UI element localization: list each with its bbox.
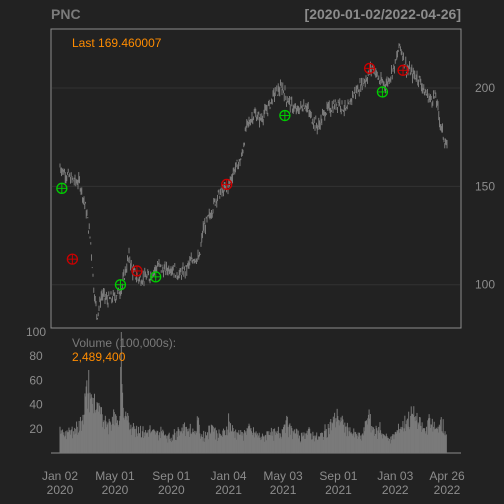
buy-marker (114, 279, 127, 291)
buy-marker (150, 271, 162, 283)
date-tick-year: 2021 (215, 483, 242, 497)
volume-bars (59, 332, 447, 453)
date-tick-year: 2021 (325, 483, 352, 497)
date-tick-label: Apr 26 (429, 469, 465, 483)
date-tick-label: Sep 01 (152, 469, 190, 483)
volume-axis: 20 40 60 80 100 (26, 325, 46, 436)
date-tick-year: 2020 (158, 483, 185, 497)
sell-marker (66, 253, 79, 265)
trade-markers (56, 62, 409, 291)
price-tick-label: 150 (475, 179, 495, 193)
date-tick-label: Jan 02 (42, 469, 78, 483)
date-tick-year: 2020 (47, 483, 74, 497)
volume-label: Volume (100,000s): (72, 336, 176, 350)
sell-marker (363, 62, 376, 74)
date-tick-label: Jan 03 (377, 469, 413, 483)
volume-tick-label: 60 (29, 373, 43, 387)
symbol-title: PNC (51, 6, 81, 22)
date-tick-label: Sep 01 (319, 469, 357, 483)
buy-marker (376, 86, 389, 98)
price-tick-label: 100 (475, 278, 495, 292)
price-tick-label: 200 (475, 81, 495, 95)
date-tick-year: 2022 (382, 483, 409, 497)
date-tick-year: 2020 (102, 483, 129, 497)
volume-tick-label: 80 (29, 349, 43, 363)
date-tick-year: 2022 (434, 483, 461, 497)
buy-marker (56, 182, 68, 194)
price-series (59, 43, 448, 320)
buy-marker (279, 109, 291, 122)
sell-marker (131, 265, 143, 277)
date-tick-label: May 03 (263, 469, 303, 483)
last-price-label: Last 169.460007 (72, 36, 162, 50)
volume-tick-label: 40 (29, 398, 43, 412)
date-range-title: [2020-01-02/2022-04-26] (305, 6, 461, 22)
date-tick-year: 2021 (270, 483, 297, 497)
volume-tick-label: 20 (29, 422, 43, 436)
sell-marker (221, 178, 233, 191)
price-axis: 100 150 200 (475, 81, 495, 292)
date-tick-label: Jan 04 (211, 469, 247, 483)
date-tick-label: May 01 (95, 469, 135, 483)
volume-value: 2,489,400 (72, 350, 126, 364)
volume-tick-label: 100 (26, 325, 46, 339)
sell-marker (397, 64, 409, 76)
